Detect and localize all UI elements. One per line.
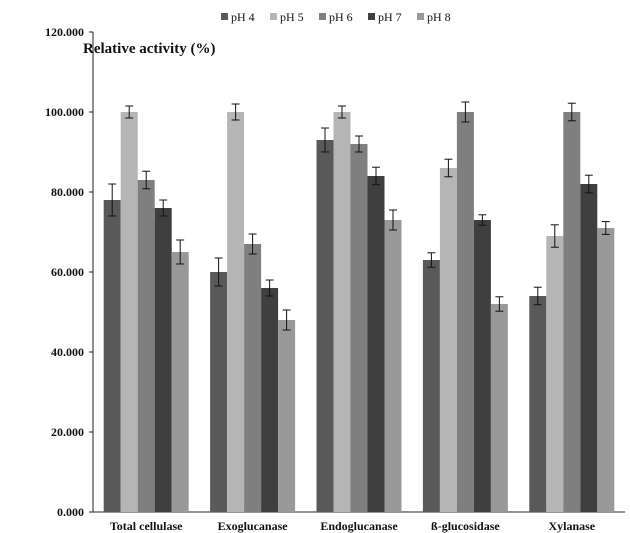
bar (261, 288, 279, 512)
legend-swatch (368, 13, 375, 20)
y-tick-label: 100.000 (45, 105, 84, 119)
y-tick-label: 40.000 (51, 345, 84, 359)
bar (546, 236, 564, 512)
x-category-label: Endoglucanase (320, 519, 398, 533)
bar (367, 176, 385, 512)
bars (103, 101, 615, 512)
chart-title: Relative activity (%) (83, 41, 215, 57)
x-category-label: ß-glucosidase (431, 519, 500, 533)
bar (210, 272, 228, 512)
y-tick-label: 120.000 (45, 25, 84, 39)
bar (333, 112, 351, 512)
legend-label: pH 8 (427, 10, 451, 24)
x-axis: Total cellulase Exoglucanase Endoglucanase… (93, 511, 625, 533)
x-category-label: Total cellulase (110, 519, 183, 533)
legend-label: pH 4 (231, 10, 255, 24)
bar (316, 140, 334, 512)
bar (529, 296, 547, 512)
bar (422, 260, 440, 512)
bar (384, 220, 402, 512)
y-tick-label: 20.000 (51, 425, 84, 439)
legend-swatch (319, 13, 326, 20)
y-tick-label: 0.000 (57, 505, 84, 519)
bar (137, 180, 155, 512)
legend-swatch (417, 13, 424, 20)
bar (278, 320, 296, 512)
bar (563, 112, 581, 512)
bar (456, 112, 474, 512)
legend-label: pH 6 (329, 10, 353, 24)
bar (580, 184, 598, 512)
bar (439, 168, 457, 512)
bar (120, 112, 138, 512)
bar (350, 144, 368, 512)
x-category-label: Xylanase (548, 519, 595, 533)
bar (597, 228, 615, 512)
y-tick-label: 60.000 (51, 265, 84, 279)
legend-swatch (221, 13, 228, 20)
legend-label: pH 5 (280, 10, 304, 24)
bar (154, 208, 172, 512)
legend-label: pH 7 (378, 10, 402, 24)
legend-swatch (270, 13, 277, 20)
bar (244, 244, 262, 512)
y-tick-label: 80.000 (51, 185, 84, 199)
bar (227, 112, 245, 512)
bar (171, 252, 189, 512)
bar (490, 304, 508, 512)
bar (473, 220, 491, 512)
x-category-label: Exoglucanase (218, 519, 289, 533)
y-axis: 0.000 20.000 40.000 60.000 80.000 100.000 120.… (45, 25, 94, 519)
legend: pH 4 pH 5 pH 6 pH 7 pH 8 (221, 10, 451, 24)
bar (103, 200, 121, 512)
